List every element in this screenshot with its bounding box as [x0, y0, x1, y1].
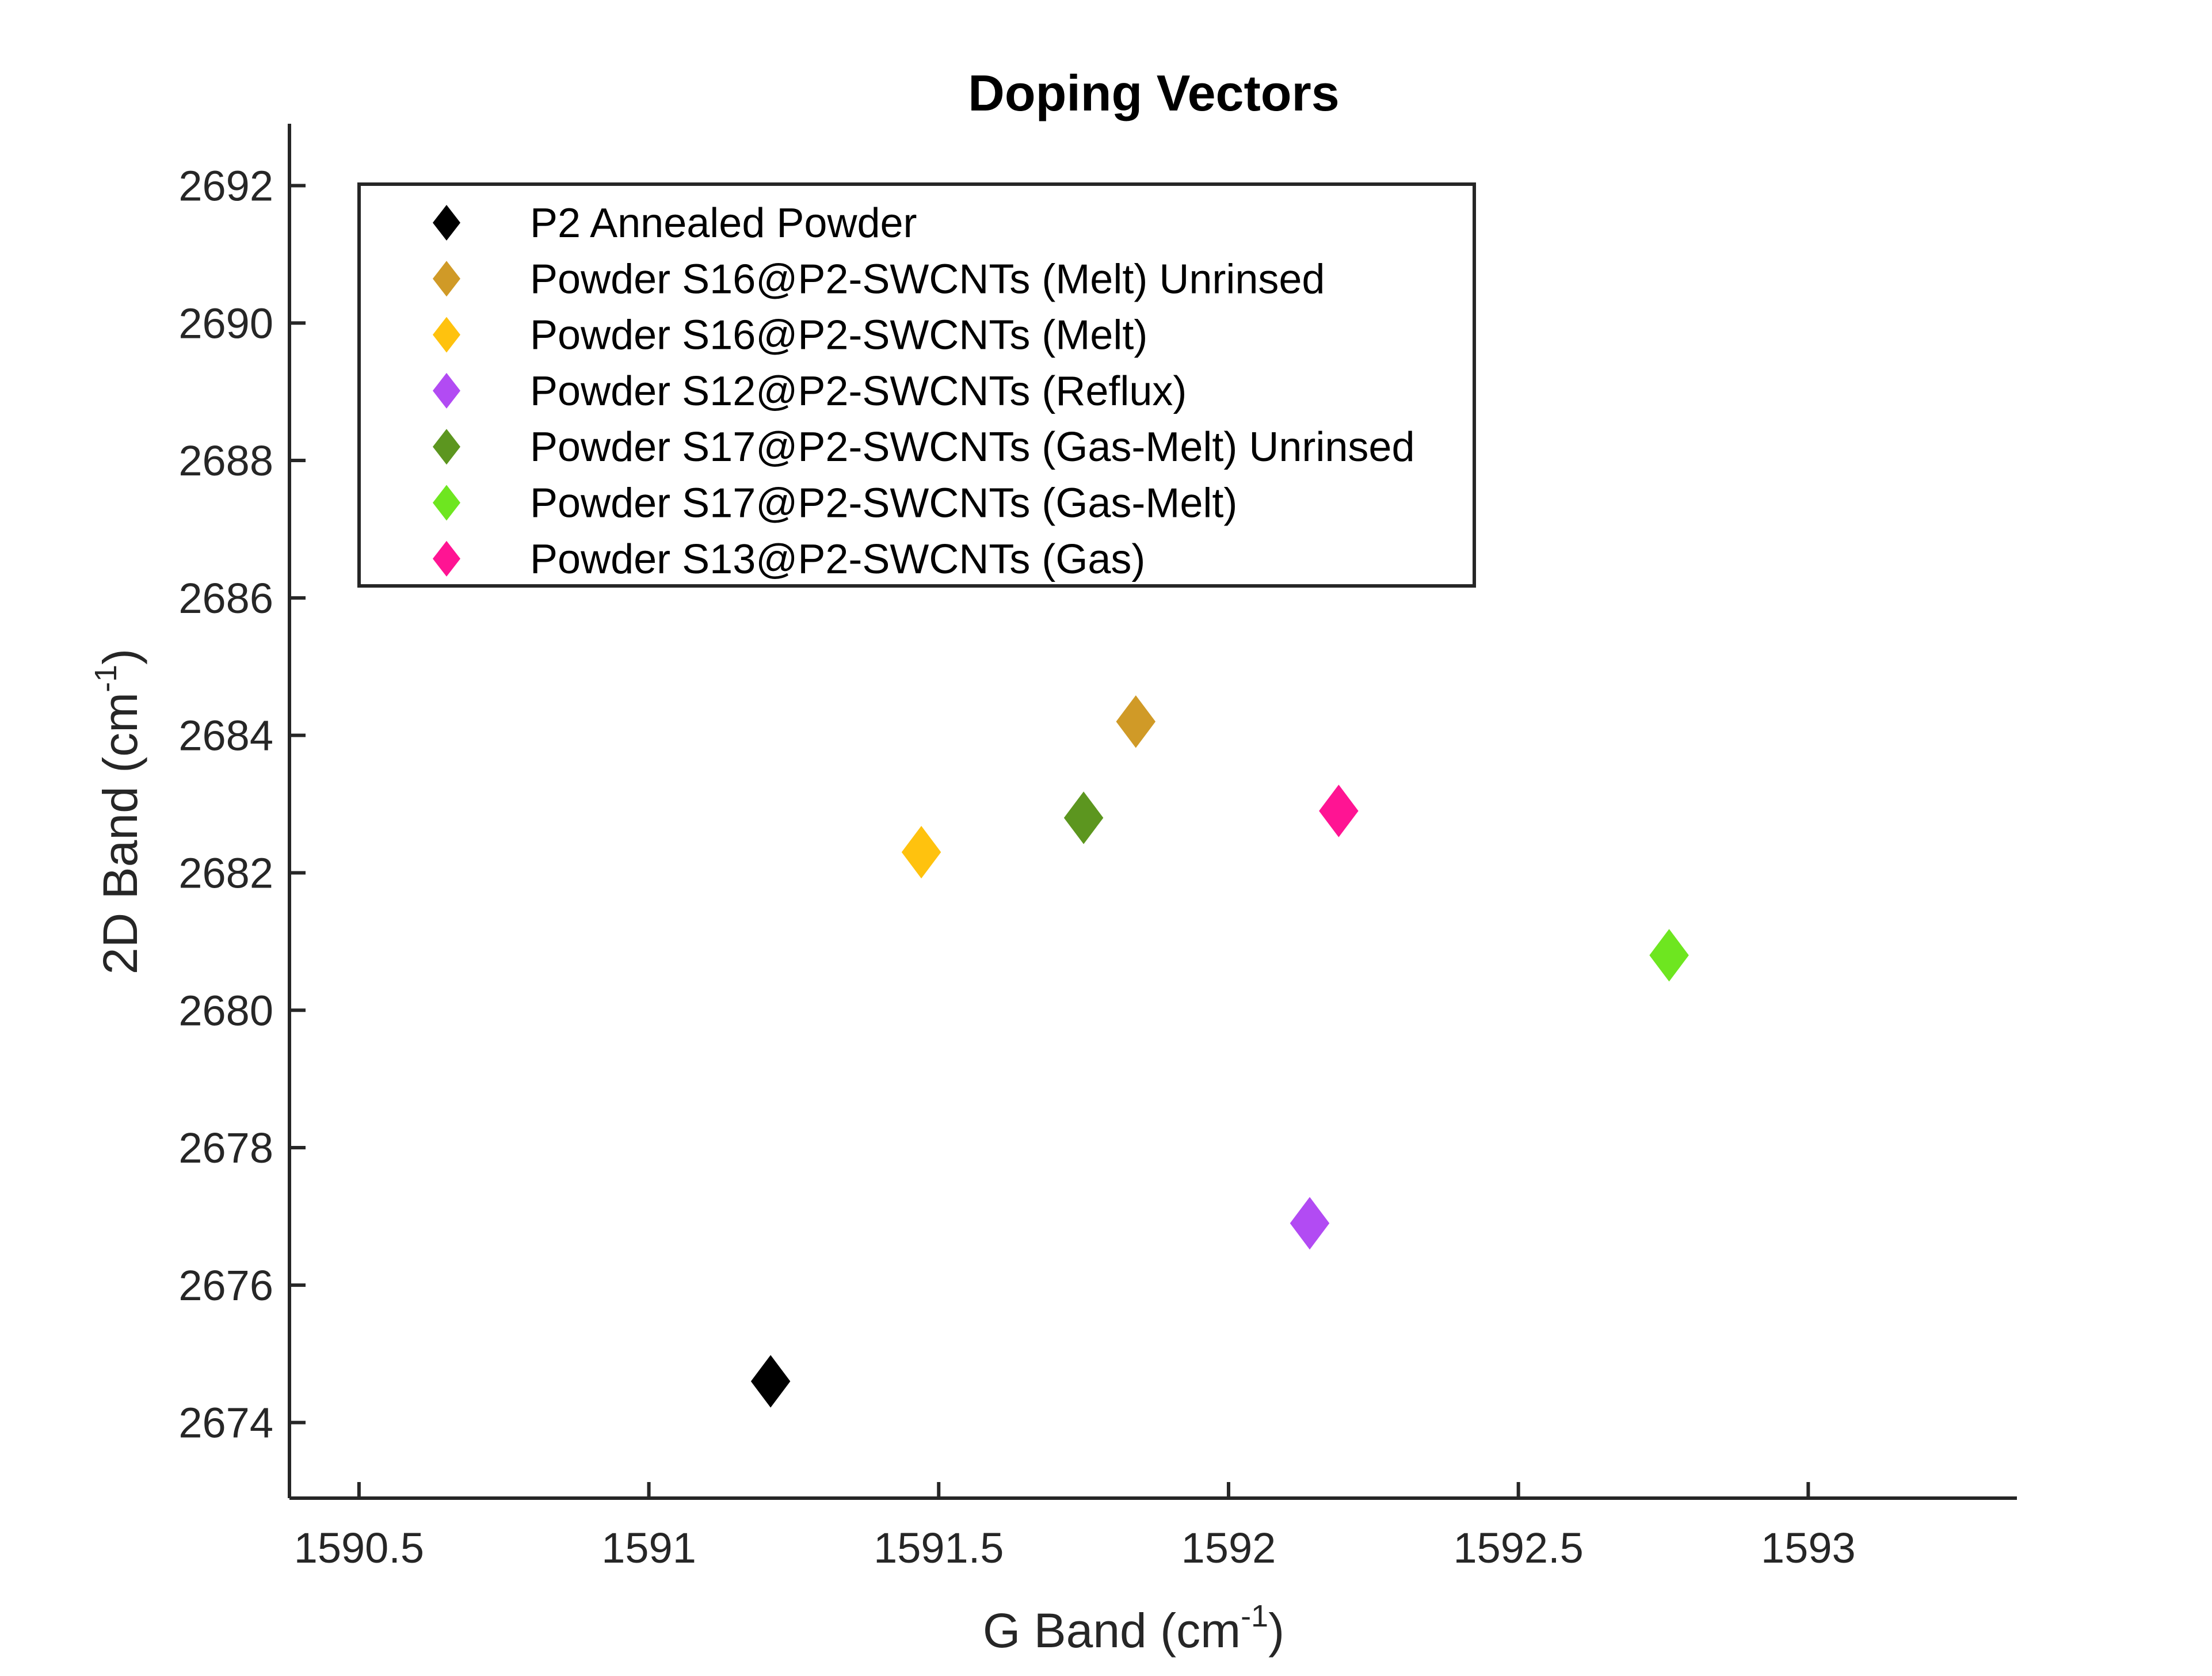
x-tick-label: 1593 — [1761, 1524, 1856, 1572]
legend-label: Powder S13@P2-SWCNTs (Gas) — [530, 536, 1145, 582]
data-points — [750, 695, 1689, 1408]
x-tick-label: 1592.5 — [1453, 1524, 1583, 1572]
data-point-diamond — [1290, 1197, 1330, 1250]
legend-marker — [433, 317, 460, 353]
y-tick-label: 2688 — [178, 437, 273, 485]
legend-marker — [433, 429, 460, 465]
y-tick-label: 2680 — [178, 986, 273, 1034]
y-tick-label: 2674 — [178, 1399, 273, 1447]
axes — [288, 124, 2017, 1500]
legend-marker — [433, 261, 460, 297]
data-point-diamond — [901, 825, 941, 879]
legend-box — [357, 182, 1476, 588]
y-tick-label: 2692 — [178, 162, 273, 209]
legend-label: Powder S12@P2-SWCNTs (Reflux) — [530, 368, 1187, 414]
legend-marker — [433, 205, 460, 241]
y-tick-label: 2678 — [178, 1124, 273, 1172]
x-tick-label: 1591 — [601, 1524, 696, 1572]
chart-title: Doping Vectors — [968, 64, 1339, 121]
legend-label: Powder S17@P2-SWCNTs (Gas-Melt) — [530, 481, 1237, 527]
legend-label: Powder S17@P2-SWCNTs (Gas-Melt) Unrinsed — [530, 424, 1415, 470]
y-axis-label: 2D Band (cm-1) — [89, 649, 147, 974]
legend-label: Powder S16@P2-SWCNTs (Melt) Unrinsed — [530, 256, 1325, 302]
legend-marker — [433, 540, 460, 577]
legend-marker — [433, 485, 460, 521]
legend-marker — [433, 372, 460, 409]
y-tick-label: 2684 — [178, 712, 273, 760]
y-ticks: 2674 2676 2678 2680 2682 2684 2686 2688 2690 2692 — [178, 162, 306, 1447]
x-tick-label: 1590.5 — [294, 1524, 424, 1572]
y-tick-label: 2676 — [178, 1262, 273, 1309]
x-axis-label: G Band (cm-1) — [983, 1599, 1284, 1658]
data-point-diamond — [1116, 695, 1156, 748]
y-tick-label: 2686 — [178, 574, 273, 622]
x-tick-label: 1591.5 — [874, 1524, 1004, 1572]
x-tick-label: 1592 — [1181, 1524, 1276, 1572]
legend: P2 Annealed Powder Powder S16@P2-SWCNTs (… — [357, 182, 1476, 588]
data-point-diamond — [1063, 791, 1104, 844]
y-tick-label: 2690 — [178, 299, 273, 347]
data-point-diamond — [1319, 784, 1359, 837]
y-tick-label: 2682 — [178, 849, 273, 897]
data-point-diamond — [1649, 929, 1689, 982]
data-point-diamond — [750, 1355, 791, 1408]
legend-label: P2 Annealed Powder — [530, 200, 917, 246]
legend-label: Powder S16@P2-SWCNTs (Melt) — [530, 313, 1147, 359]
x-ticks: 1590.5 1591 1591.5 1592 1592.5 1593 — [294, 1482, 1856, 1572]
